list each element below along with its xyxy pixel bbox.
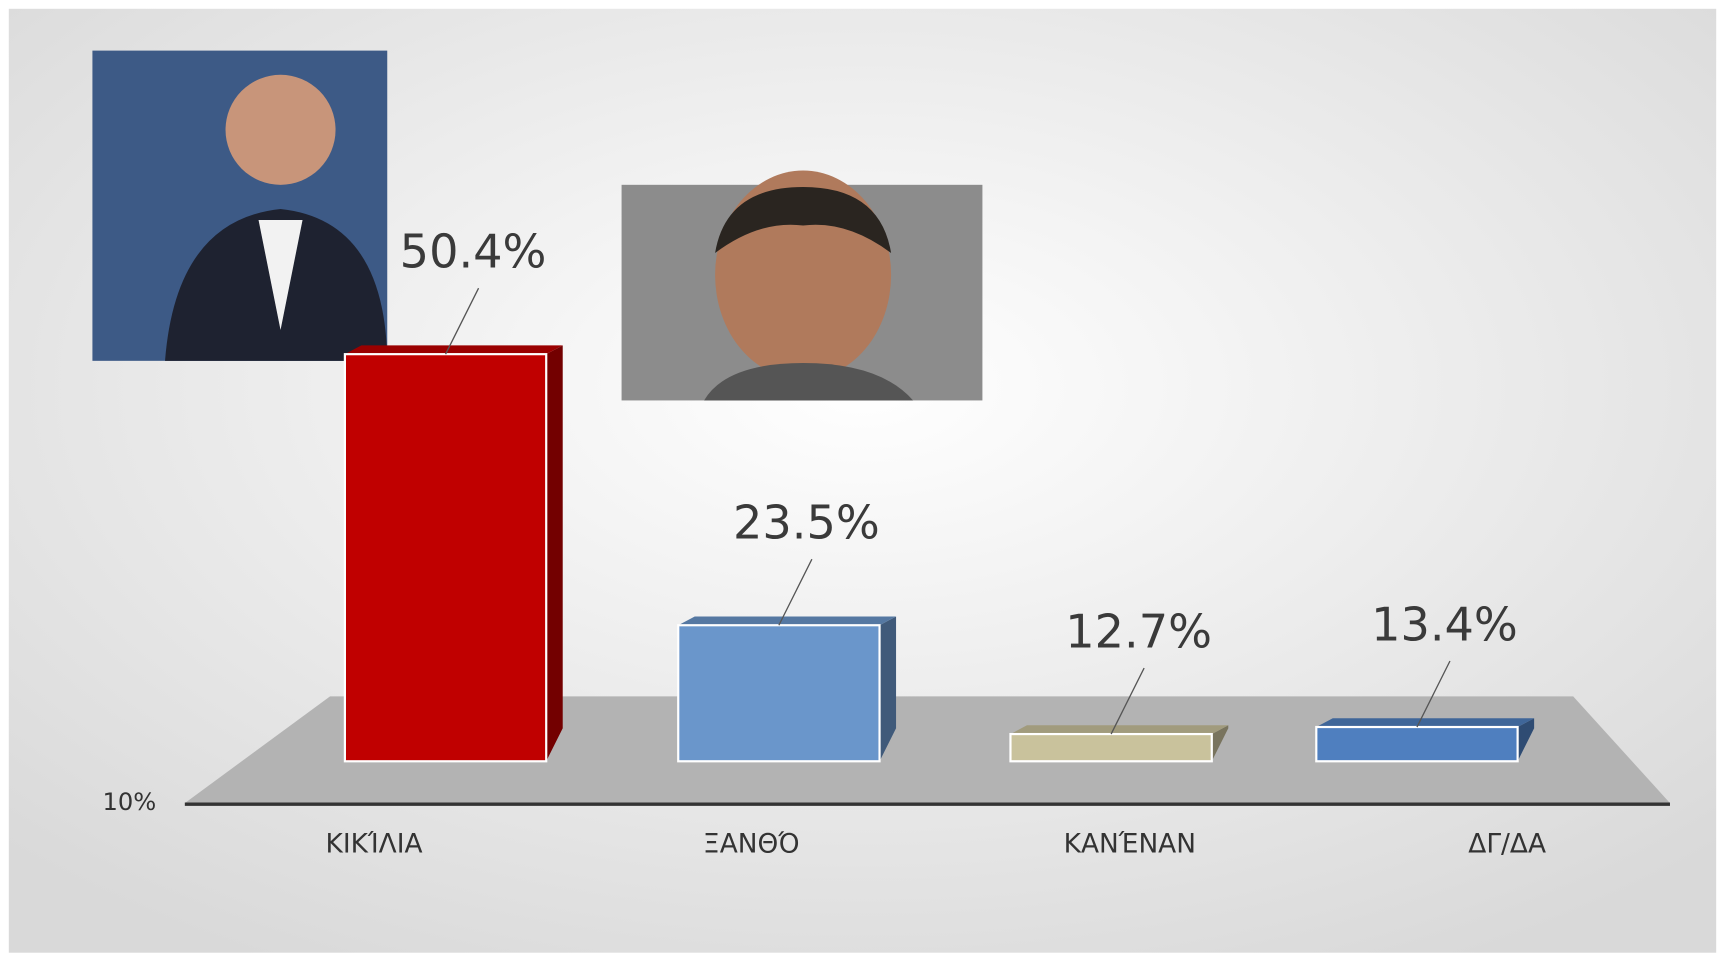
photo-2 <box>622 171 983 401</box>
page: {"chart_data":{"type":"bar3d", "categori… <box>0 0 1725 956</box>
x-tick-label: ΞΑΝΘΌ <box>703 828 800 859</box>
x-tick-label: ΔΓ/ΔΑ <box>1468 828 1546 859</box>
bar-top <box>1316 718 1534 727</box>
bar <box>345 354 546 761</box>
value-label: 50.4% <box>400 225 547 279</box>
chart: 10% 50.4% ΚΙΚΊΛΙΑ 23.5% ΞΑΝΘΌ 12.7% ΚΑΝΈΝΑΝ 13.… <box>0 0 1725 956</box>
value-label: 23.5% <box>733 496 880 550</box>
bar-top <box>1010 725 1228 734</box>
photo-1 <box>92 51 387 361</box>
value-label: 12.7% <box>1065 605 1212 659</box>
bar-top <box>345 345 563 354</box>
x-tick-label: ΚΑΝΈΝΑΝ <box>1064 828 1196 859</box>
bar-top <box>678 616 896 625</box>
bar <box>1316 727 1517 761</box>
bar-side <box>546 345 563 761</box>
value-label: 13.4% <box>1371 598 1518 652</box>
x-tick-label: ΚΙΚΊΛΙΑ <box>326 828 423 859</box>
bar <box>678 625 879 761</box>
y-tick-label: 10% <box>102 788 156 816</box>
bar <box>1010 734 1211 761</box>
